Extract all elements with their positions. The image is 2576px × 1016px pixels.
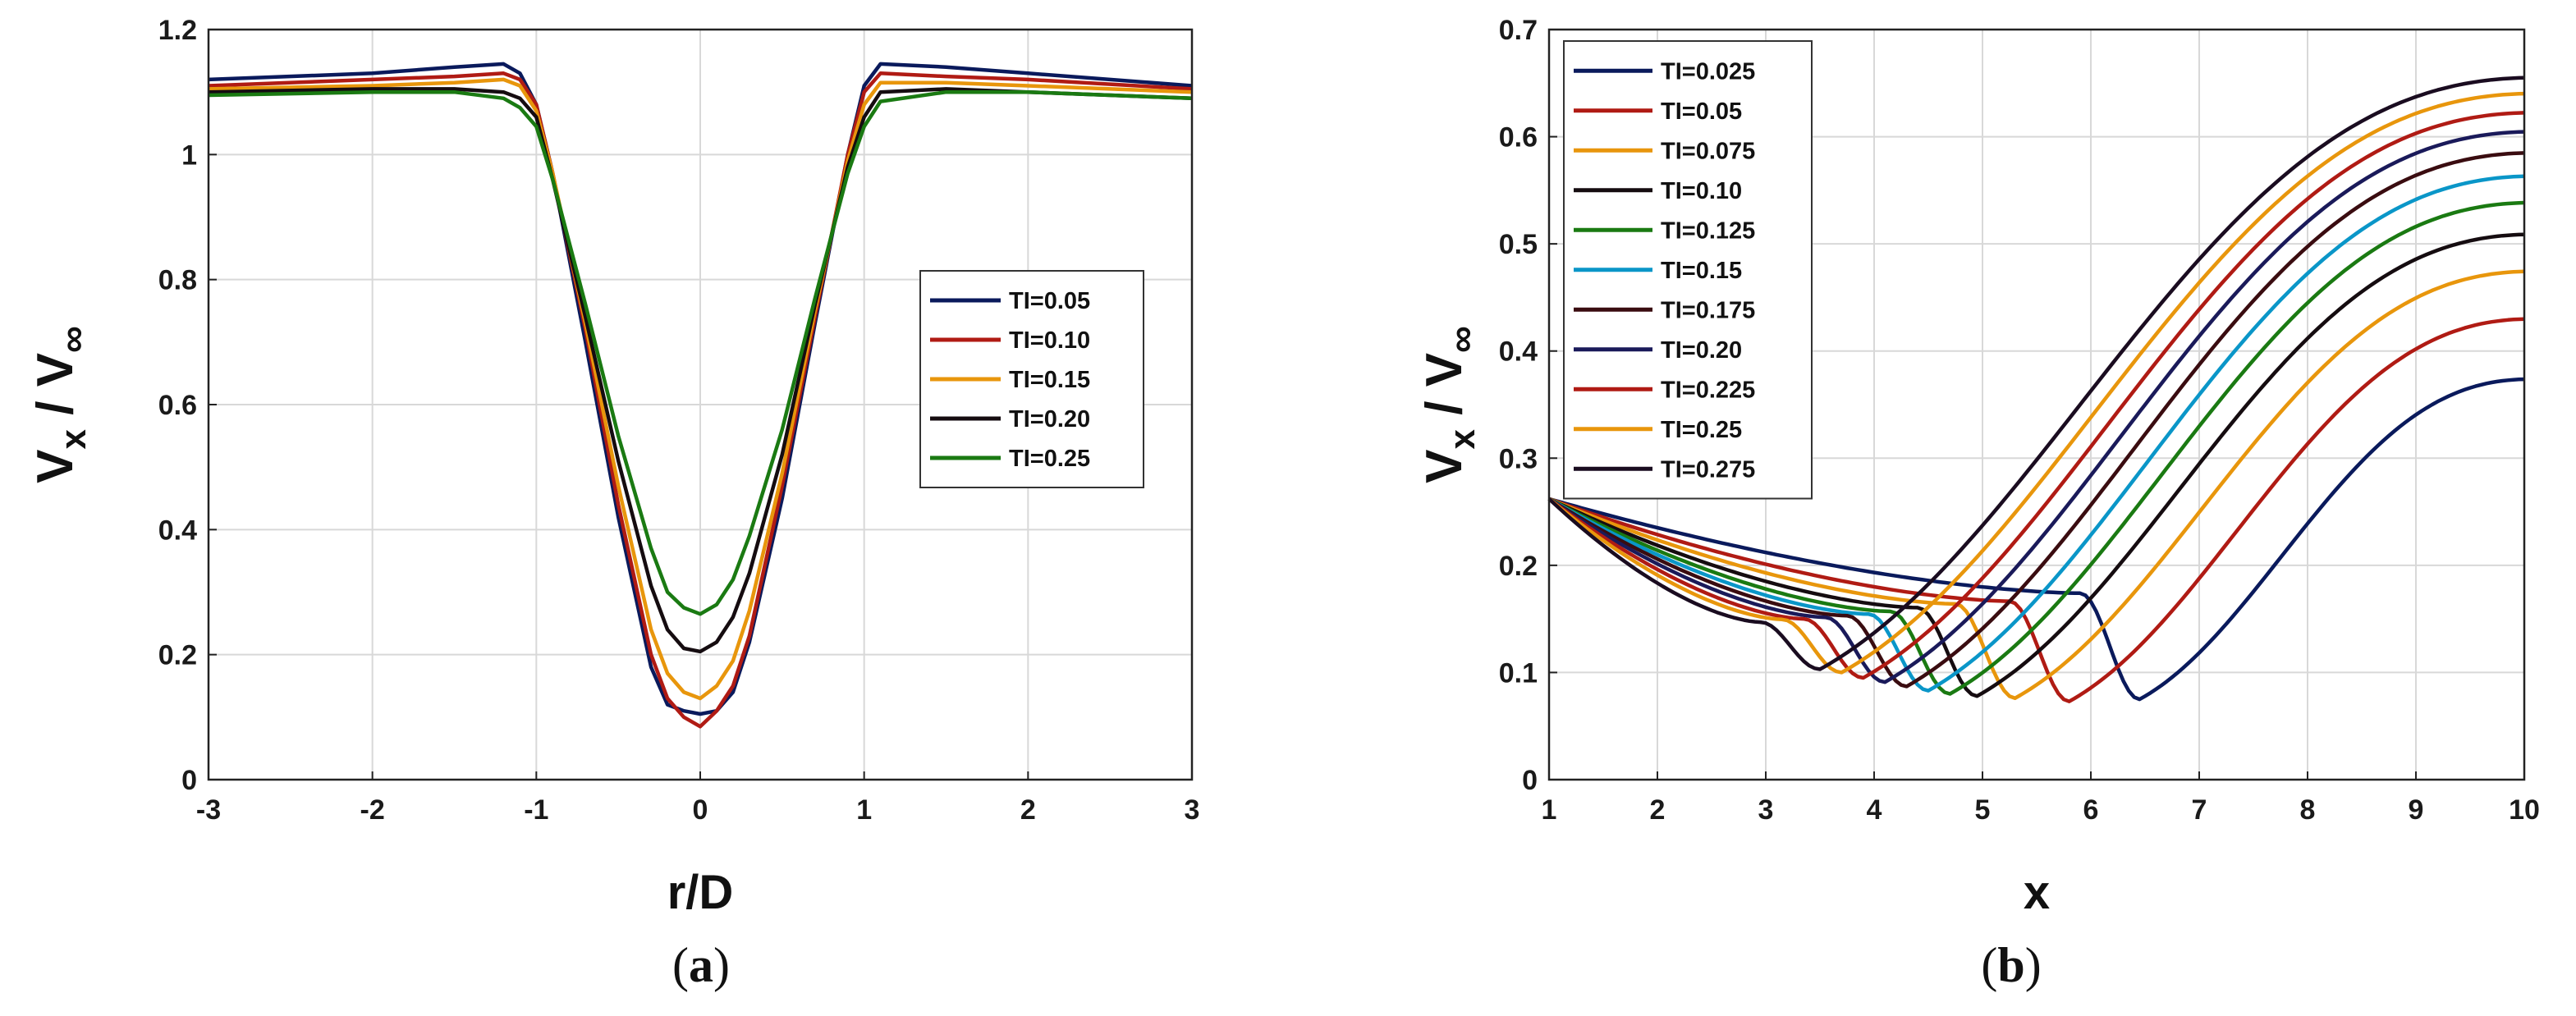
caption-a: (a) — [672, 938, 730, 992]
series-line-TI=0.075 — [1548, 269, 2525, 701]
series-line-TI=0.25 — [208, 89, 1193, 616]
y-label-sub2: ∞ — [51, 326, 94, 353]
series-line-TI=0.125 — [1547, 200, 2525, 696]
x-axis-label: x — [2024, 866, 2050, 919]
series-line-TI=0.05 — [1548, 317, 2525, 703]
legend: TI=0.05 TI=0.10 TI=0.15 TI=0.20 TI=0.25 — [919, 270, 1144, 488]
legend-entry: TI=0.175 — [1661, 297, 1755, 323]
x-tick-label: 1 — [1542, 794, 1557, 826]
axes-frame — [1547, 28, 2526, 781]
y-tick-label: 1.2 — [158, 15, 197, 46]
tick-labels: -3 -2 -1 0 1 2 3 0 0.2 0.4 0.6 0.8 1 1.2 — [158, 15, 1200, 826]
x-tick-label: 5 — [1975, 794, 1991, 826]
y-tick-label: 0.7 — [1499, 15, 1538, 46]
y-tick-label: 0 — [1522, 765, 1538, 796]
y-tick-label: 0.8 — [158, 265, 197, 296]
y-label-mid: / V — [27, 353, 84, 429]
y-label-main: V — [1416, 449, 1473, 483]
x-tick-label: 10 — [2509, 794, 2540, 826]
y-label-sub2: ∞ — [1440, 326, 1483, 353]
legend-entry: TI=0.025 — [1661, 58, 1755, 85]
legend-entry: TI=0.20 — [1661, 337, 1742, 364]
y-tick-label: 0.2 — [158, 640, 197, 671]
legend-entry: TI=0.15 — [1661, 258, 1742, 284]
series-line-TI=0.20 — [208, 87, 1193, 654]
legend-entry: TI=0.05 — [1009, 288, 1090, 314]
y-tick-label: 0.5 — [1499, 229, 1538, 260]
series-lines — [208, 62, 1193, 729]
x-tick-label: -3 — [196, 794, 221, 826]
y-tick-label: 0.3 — [1499, 443, 1538, 474]
series-line-TI=0.05 — [208, 62, 1193, 716]
series-line-TI=0.25 — [1547, 91, 2525, 675]
y-tick-label: 0.6 — [1499, 122, 1538, 153]
series-line-TI=0.10 — [1548, 232, 2525, 698]
y-axis-label: Vx / V∞ — [27, 326, 94, 483]
series-line-TI=0.15 — [1547, 174, 2525, 693]
legend-entry: TI=0.125 — [1661, 217, 1755, 244]
x-tick-label: 2 — [1020, 794, 1036, 826]
series-lines — [1547, 76, 2525, 703]
legend-entry: TI=0.25 — [1661, 417, 1742, 443]
x-tick-label: 9 — [2409, 794, 2424, 826]
y-tick-label: 0.4 — [1499, 336, 1538, 368]
series-line-TI=0.175 — [1547, 151, 2525, 689]
y-tick-label: 0.2 — [1499, 551, 1538, 582]
legend-entry: TI=0.075 — [1661, 138, 1755, 164]
series-line-TI=0.15 — [208, 77, 1193, 701]
y-tick-label: 0.4 — [158, 515, 197, 546]
legend-entry: TI=0.15 — [1009, 367, 1090, 393]
x-tick-label: 2 — [1650, 794, 1666, 826]
x-tick-label: 3 — [1758, 794, 1774, 826]
x-tick-label: 0 — [693, 794, 708, 826]
x-tick-label: 6 — [2083, 794, 2099, 826]
y-tick-label: 1 — [181, 140, 197, 171]
series-line-TI=0.025 — [1548, 377, 2525, 702]
legend-entry: TI=0.275 — [1661, 456, 1755, 483]
series-line-TI=0.10 — [208, 71, 1193, 729]
y-label-main: V — [27, 449, 84, 483]
y-tick-label: 0.1 — [1499, 657, 1538, 689]
x-tick-label: -1 — [524, 794, 548, 826]
y-axis-label: Vx / V∞ — [1416, 326, 1483, 483]
legend-entry: TI=0.05 — [1661, 98, 1742, 125]
tick-labels: 1 2 3 4 5 6 7 8 9 10 0 0.1 0.2 0.3 0.4 0.5 0.6 0.7 — [1499, 15, 2540, 826]
legend-entry: TI=0.225 — [1661, 377, 1755, 403]
legend-entry: TI=0.10 — [1009, 327, 1090, 354]
x-tick-label: 8 — [2300, 794, 2316, 826]
y-tick-label: 0 — [181, 765, 197, 796]
y-label-mid: / V — [1416, 353, 1473, 429]
series-line-TI=0.225 — [1547, 111, 2525, 680]
legend-entry: TI=0.25 — [1009, 446, 1090, 472]
x-tick-label: 3 — [1185, 794, 1200, 826]
x-tick-label: 4 — [1867, 794, 1882, 826]
y-tick-label: 0.6 — [158, 390, 197, 421]
y-label-sub1: x — [1442, 428, 1483, 449]
caption-b: (b) — [1981, 938, 2042, 992]
legend: TI=0.025 TI=0.05 TI=0.075 TI=0.10 TI=0.125 TI… — [1563, 40, 1813, 500]
series-line-TI=0.275 — [1547, 76, 2525, 671]
x-tick-label: 1 — [856, 794, 872, 826]
x-tick-label: 7 — [2192, 794, 2207, 826]
legend-entry: TI=0.20 — [1009, 406, 1090, 432]
legend-entry: TI=0.10 — [1661, 178, 1742, 204]
panel-a: -3 -2 -1 0 1 2 3 0 0.2 0.4 0.6 0.8 1 1.2 r/D Vx / V∞ TI=… — [27, 15, 1199, 919]
y-label-sub1: x — [53, 428, 94, 449]
series-line-TI=0.20 — [1547, 130, 2525, 684]
x-tick-label: -2 — [360, 794, 385, 826]
x-axis-label: r/D — [667, 866, 734, 919]
